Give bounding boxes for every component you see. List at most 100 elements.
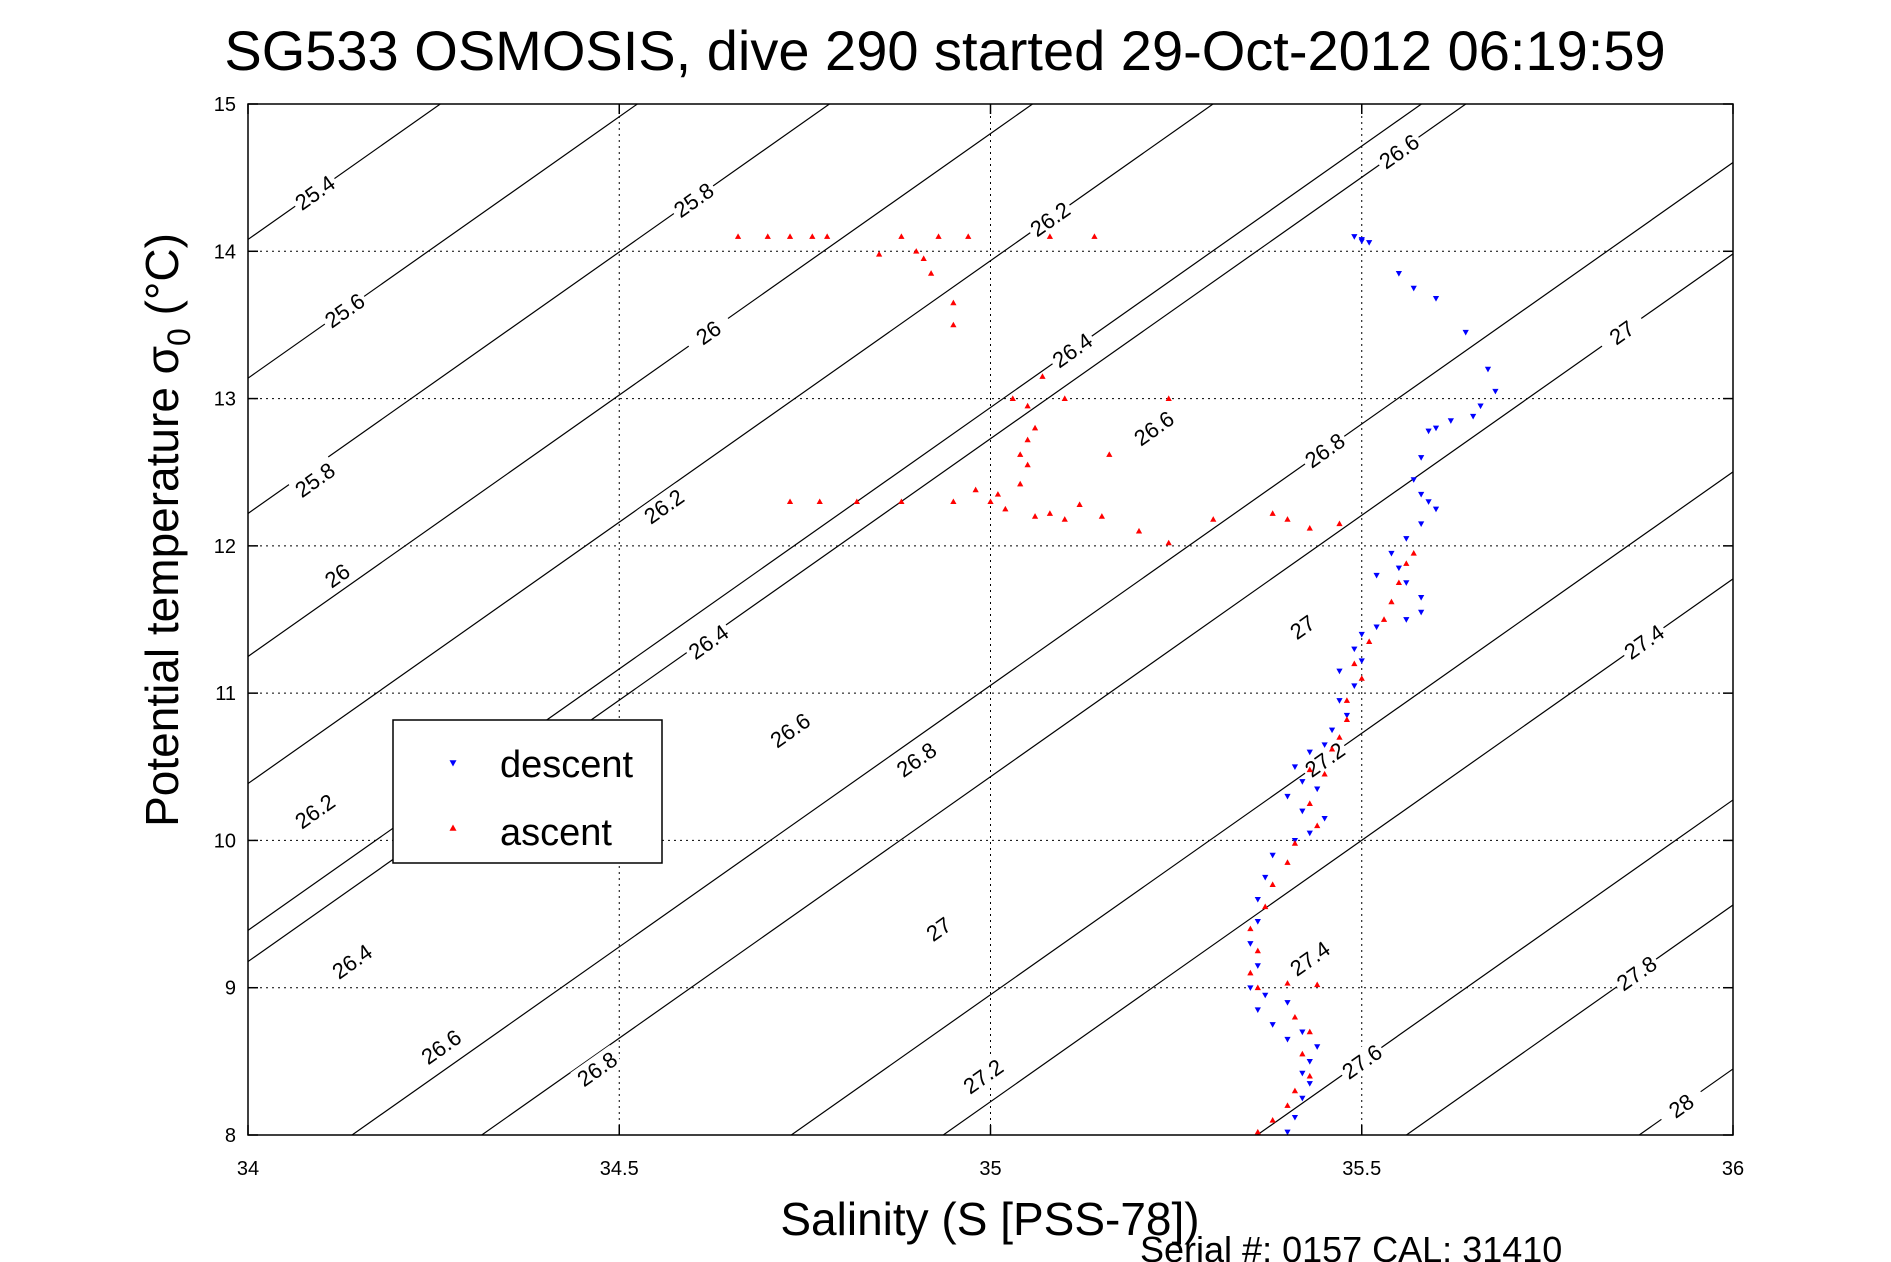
descent-point	[1284, 1129, 1291, 1135]
descent-point	[1306, 749, 1313, 756]
contour-label-bg	[911, 905, 966, 953]
contour-line-26.6	[248, 104, 1467, 963]
contour-label-bg	[310, 551, 364, 599]
descent-point	[1462, 329, 1469, 336]
y-tick-labels: 8 9 10 11 12 13 14 15	[214, 94, 236, 1147]
descent-point	[1373, 572, 1380, 579]
ascent-point	[1106, 451, 1113, 457]
serial-calibration-footer: Serial #: 0157 CAL: 31410	[1140, 1229, 1562, 1262]
contour-label-bg	[637, 482, 691, 530]
contour-label-bg	[1595, 308, 1649, 356]
ascent-point	[1306, 800, 1313, 806]
ascent-point	[1336, 520, 1343, 527]
ascent-point	[935, 233, 942, 239]
ascent-point	[950, 498, 957, 505]
legend-marker-ascent	[449, 824, 457, 831]
descent-point	[1470, 413, 1477, 420]
ascent-point	[987, 498, 994, 505]
descent-point	[1336, 698, 1343, 704]
contour-label-bg	[666, 176, 721, 224]
ascent-point	[1061, 395, 1068, 401]
contour-label-bg	[1617, 617, 1671, 666]
descent-point	[1395, 565, 1402, 572]
descent-point	[1314, 1044, 1321, 1050]
ascent-point	[1343, 716, 1351, 723]
ascent-point	[1017, 480, 1024, 487]
ascent-point	[1306, 524, 1313, 531]
ascent-point	[994, 491, 1002, 497]
descent-point	[1351, 683, 1358, 689]
descent-point	[1269, 852, 1276, 859]
contour-label-bg	[325, 937, 379, 985]
x-tick-label: 34.5	[600, 1158, 639, 1180]
y-axis-label: Potential temperature σ0 (°C)	[136, 233, 197, 827]
contour-label-bg	[763, 706, 817, 754]
ascent-point	[734, 233, 742, 239]
ascent-point	[1046, 233, 1054, 239]
ascent-point	[1024, 402, 1031, 409]
descent-point	[1269, 1022, 1276, 1028]
contour-label-bg	[414, 1022, 468, 1071]
descent-point	[1343, 712, 1351, 719]
descent-point	[1418, 521, 1425, 527]
ascent-point	[1247, 969, 1254, 976]
descent-point	[1425, 428, 1432, 435]
ascent-point	[913, 248, 920, 254]
descent-point	[1262, 874, 1269, 881]
contour-label-bg	[681, 308, 735, 356]
descent-point	[1306, 1081, 1313, 1087]
descent-point	[1306, 1058, 1313, 1065]
y-axis-label-unit: (°C)	[136, 233, 188, 328]
ascent-point	[1299, 1050, 1306, 1057]
descent-point	[1447, 418, 1454, 424]
series-ascent	[734, 233, 1417, 1135]
y-tick-label: 10	[214, 830, 236, 852]
ascent-point	[927, 270, 935, 276]
descent-point	[1418, 609, 1425, 616]
legend-label-ascent: ascent	[500, 812, 612, 854]
contour-line-27.2	[790, 471, 1733, 1135]
contour-label-bg	[1283, 934, 1337, 982]
ascent-point	[965, 233, 972, 239]
contour-label-bg	[1335, 1037, 1389, 1085]
descent-point	[1477, 403, 1484, 410]
ascent-point	[1024, 436, 1031, 443]
ascent-point	[1403, 560, 1410, 566]
descent-point	[1418, 491, 1425, 498]
descent-point	[1351, 234, 1358, 240]
descent-point	[1410, 477, 1417, 483]
ascent-point	[824, 233, 831, 239]
ascent-point	[898, 233, 905, 239]
ascent-point	[809, 233, 816, 239]
descent-point	[1314, 786, 1321, 793]
contour-label-bg	[317, 286, 372, 334]
ascent-point	[1388, 598, 1395, 605]
descent-point	[1403, 580, 1410, 586]
x-tick-label: 35	[979, 1158, 1001, 1180]
contour-label-bg	[1045, 326, 1099, 374]
x-tick-labels: 34 34.5 35 35.5 36	[237, 1158, 1744, 1180]
descent-point	[1358, 658, 1365, 664]
ascent-point	[1343, 697, 1351, 703]
descent-point	[1299, 1029, 1306, 1036]
descent-point	[1484, 366, 1492, 373]
descent-point	[1299, 779, 1306, 785]
y-tick-label: 9	[225, 978, 236, 1000]
ascent-point	[853, 498, 860, 505]
x-tick-label: 34	[237, 1158, 259, 1180]
descent-point	[1254, 1007, 1261, 1014]
descent-point	[1336, 668, 1343, 675]
ascent-point	[764, 233, 771, 239]
contour-label-bg	[1654, 1081, 1708, 1130]
descent-point	[1284, 793, 1291, 800]
grid-lines	[248, 104, 1733, 1135]
contour-line-26.8	[351, 161, 1733, 1135]
y-tick-label: 8	[225, 1125, 236, 1147]
ascent-point	[1284, 516, 1291, 522]
contour-label-bg	[288, 455, 342, 504]
descent-point	[1373, 624, 1380, 631]
descent-point	[1425, 499, 1432, 505]
descent-point	[1410, 285, 1417, 292]
ascent-point	[1321, 770, 1328, 777]
ascent-point	[1046, 510, 1054, 516]
